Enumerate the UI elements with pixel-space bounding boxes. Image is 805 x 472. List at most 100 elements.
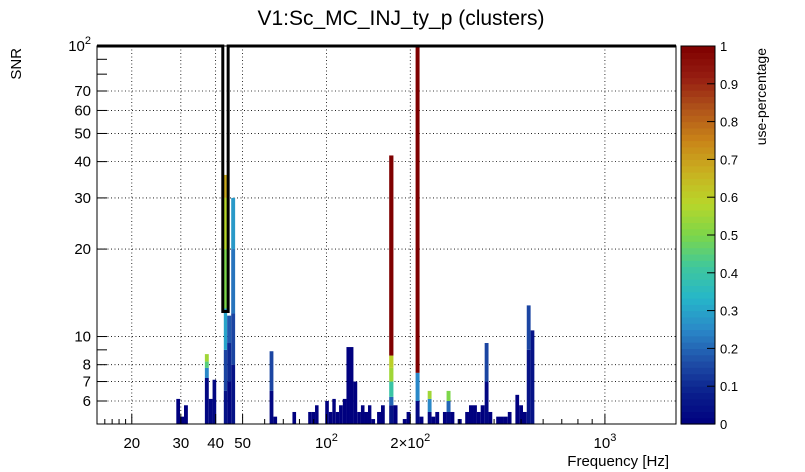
bar-segment [339, 405, 343, 424]
bar-segment [507, 411, 512, 424]
colorbar-swatch [681, 316, 715, 324]
bar-segment [357, 411, 361, 424]
colorbar-swatch [681, 58, 715, 66]
colorbar-swatch [681, 96, 715, 104]
y-axis-label: SNR [8, 48, 25, 80]
colorbar-swatch [681, 361, 715, 368]
x-tick-label: 102 [315, 432, 338, 452]
bar-segment [389, 396, 394, 406]
y-tick-label: 8 [83, 357, 91, 374]
bar-segment [389, 155, 394, 356]
bar-segment [204, 361, 209, 368]
bar-segment [223, 249, 228, 309]
colorbar-swatch [681, 241, 715, 249]
bar-segment [180, 416, 185, 424]
colorbar-swatch [681, 102, 715, 110]
bar-segment [308, 411, 312, 424]
grid-lines [97, 45, 676, 424]
bar-segment [446, 390, 451, 401]
colorbar-tick-label: 0.6 [720, 190, 738, 205]
colorbar-label: use-percentage [753, 48, 769, 146]
bar-segment [446, 400, 451, 412]
colorbar-tick-label: 0.4 [720, 266, 738, 281]
bar-segment [435, 411, 440, 424]
x-tick-label: 2×102 [390, 432, 430, 452]
bar-segment [223, 349, 228, 391]
colorbar: 0 0.1 0.2 0.3 0.4 0.5 0.6 0.7 0.8 0.9 1 [680, 39, 738, 432]
colorbar-swatch [681, 405, 715, 412]
y-tick-label: 40 [74, 154, 91, 171]
bar-segment [530, 330, 535, 424]
colorbar-swatch [681, 354, 715, 362]
colorbar-tick-label: 0.3 [720, 304, 738, 319]
x-tick-label: 30 [172, 435, 189, 452]
colorbar-swatch [681, 398, 715, 406]
colorbar-swatch [681, 115, 715, 123]
colorbar-swatch [681, 140, 715, 148]
colorbar-swatch [681, 348, 715, 356]
colorbar-swatch [681, 298, 715, 305]
colorbar-swatch [681, 197, 715, 205]
bar-segment [325, 400, 329, 424]
colorbar-tick-label: 0.2 [720, 341, 738, 356]
colorbar-swatch [681, 392, 715, 400]
bar-segment [415, 372, 420, 401]
bar-segment [377, 411, 381, 424]
bar-segment [427, 398, 432, 412]
colorbar-swatch [681, 304, 715, 312]
bar-segment [231, 249, 236, 314]
y-tick-label: 50 [74, 125, 91, 142]
y-tick-label: 30 [74, 190, 91, 207]
colorbar-swatch [681, 134, 715, 142]
chart-title: V1:Sc_MC_INJ_ty_p (clusters) [257, 7, 544, 30]
colorbar-swatch [681, 323, 715, 331]
colorbar-swatch [681, 253, 715, 261]
colorbar-swatch [681, 310, 715, 318]
bar-segment [515, 394, 520, 424]
x-tick-label: 40 [207, 435, 224, 452]
colorbar-swatch [681, 153, 715, 160]
bars [176, 46, 535, 425]
bar-segment [484, 381, 489, 424]
bar-segment [367, 405, 372, 424]
bar-segment [523, 411, 527, 424]
colorbar-tick-label: 0.5 [720, 228, 738, 243]
bar-segment [468, 405, 474, 424]
colorbar-swatch [681, 367, 715, 375]
selection-outline [97, 44, 676, 313]
colorbar-swatch [681, 178, 715, 186]
colorbar-swatch [681, 373, 715, 381]
colorbar-swatch [681, 190, 715, 198]
bar-segment [353, 381, 358, 424]
colorbar-swatch [681, 216, 715, 223]
y-tick-label: 6 [83, 393, 91, 410]
bar-segment [380, 405, 385, 424]
bar-segment [488, 411, 493, 424]
bar-segment [269, 351, 274, 391]
bar-segment [227, 343, 232, 382]
colorbar-swatch [681, 146, 715, 154]
colorbar-swatch [681, 272, 715, 280]
y-tick-label: 20 [74, 241, 91, 258]
colorbar-tick-label: 1 [720, 39, 727, 54]
bar-segment [389, 381, 394, 397]
colorbar-swatch [681, 279, 715, 286]
bar-segment [360, 405, 365, 424]
colorbar-swatch [681, 266, 715, 274]
colorbar-tick-label: 0.8 [720, 115, 738, 130]
bar-segment [402, 419, 407, 424]
colorbar-swatch [681, 109, 715, 116]
colorbar-swatch [681, 260, 715, 268]
bar-segment [446, 411, 451, 424]
colorbar-swatch [681, 184, 715, 192]
y-tick-label: 10 [74, 329, 91, 346]
colorbar-swatch [681, 165, 715, 173]
colorbar-swatch [681, 172, 715, 179]
bar-segment [204, 367, 209, 378]
y-tick-label: 60 [74, 102, 91, 119]
bar-segment [503, 416, 508, 424]
bar-segment [415, 46, 420, 373]
y-axis: 6 78 10 20 30 40 50 60 70 102 [68, 35, 107, 425]
bar-segment [415, 400, 420, 424]
